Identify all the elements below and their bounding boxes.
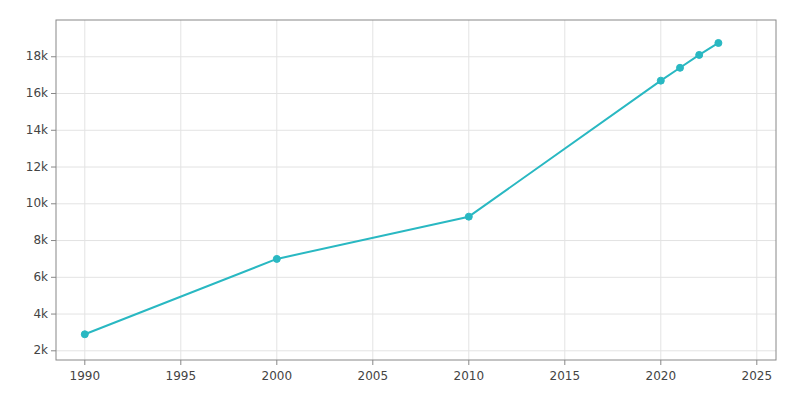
y-tick-label: 18k xyxy=(26,49,48,63)
x-tick-label: 1990 xyxy=(70,369,101,383)
x-grid-line xyxy=(372,20,373,360)
y-tick xyxy=(51,93,56,94)
y-grid-line xyxy=(56,167,776,168)
y-tick xyxy=(51,56,56,57)
y-tick xyxy=(51,240,56,241)
x-tick-label: 2005 xyxy=(358,369,389,383)
y-grid-line xyxy=(56,203,776,204)
axes: 2k 4k 6k 8k 10k 12k 14k 16k 18k 1990 1995 2000 2005 2… xyxy=(26,49,772,383)
x-grid-line xyxy=(468,20,469,360)
grid xyxy=(56,20,776,360)
x-grid-line xyxy=(564,20,565,360)
marker xyxy=(657,77,664,84)
series xyxy=(81,39,722,337)
x-tick xyxy=(660,360,661,365)
y-tick-label: 16k xyxy=(26,86,48,100)
x-tick-label: 2025 xyxy=(742,369,773,383)
x-tick xyxy=(468,360,469,365)
x-tick xyxy=(276,360,277,365)
chart-svg: 2k 4k 6k 8k 10k 12k 14k 16k 18k 1990 1995 2000 2005 2… xyxy=(0,0,800,400)
x-tick-label: 1995 xyxy=(166,369,197,383)
marker xyxy=(696,51,703,58)
x-grid-line xyxy=(180,20,181,360)
chart-container: 2k 4k 6k 8k 10k 12k 14k 16k 18k 1990 1995 2000 2005 2… xyxy=(0,0,800,400)
x-tick-label: 2020 xyxy=(646,369,677,383)
y-grid-line xyxy=(56,56,776,57)
x-tick xyxy=(84,360,85,365)
y-tick-label: 8k xyxy=(33,233,48,247)
x-grid-line xyxy=(276,20,277,360)
marker xyxy=(81,331,88,338)
y-grid-line xyxy=(56,350,776,351)
x-tick-label: 2000 xyxy=(262,369,293,383)
y-tick-label: 12k xyxy=(26,160,48,174)
x-grid-line xyxy=(84,20,85,360)
y-tick-label: 14k xyxy=(26,123,48,137)
y-grid-line xyxy=(56,277,776,278)
y-grid-line xyxy=(56,93,776,94)
line xyxy=(85,43,719,334)
x-tick xyxy=(756,360,757,365)
y-tick xyxy=(51,350,56,351)
marker xyxy=(273,255,280,262)
y-tick xyxy=(51,167,56,168)
x-grid-line xyxy=(660,20,661,360)
x-tick xyxy=(372,360,373,365)
y-tick-label: 4k xyxy=(33,307,48,321)
marker xyxy=(715,39,722,46)
marker xyxy=(677,64,684,71)
y-tick-label: 2k xyxy=(33,343,48,357)
plot-area xyxy=(56,20,776,360)
x-tick-label: 2015 xyxy=(550,369,581,383)
y-tick xyxy=(51,203,56,204)
y-tick-label: 10k xyxy=(26,196,48,210)
x-tick xyxy=(180,360,181,365)
marker xyxy=(465,213,472,220)
y-tick xyxy=(51,314,56,315)
y-tick xyxy=(51,130,56,131)
y-grid-line xyxy=(56,314,776,315)
x-grid-line xyxy=(756,20,757,360)
y-tick xyxy=(51,277,56,278)
y-grid-line xyxy=(56,130,776,131)
x-tick-label: 2010 xyxy=(454,369,485,383)
plot-frame xyxy=(56,20,776,360)
x-tick xyxy=(564,360,565,365)
y-tick-label: 6k xyxy=(33,270,48,284)
y-grid-line xyxy=(56,240,776,241)
